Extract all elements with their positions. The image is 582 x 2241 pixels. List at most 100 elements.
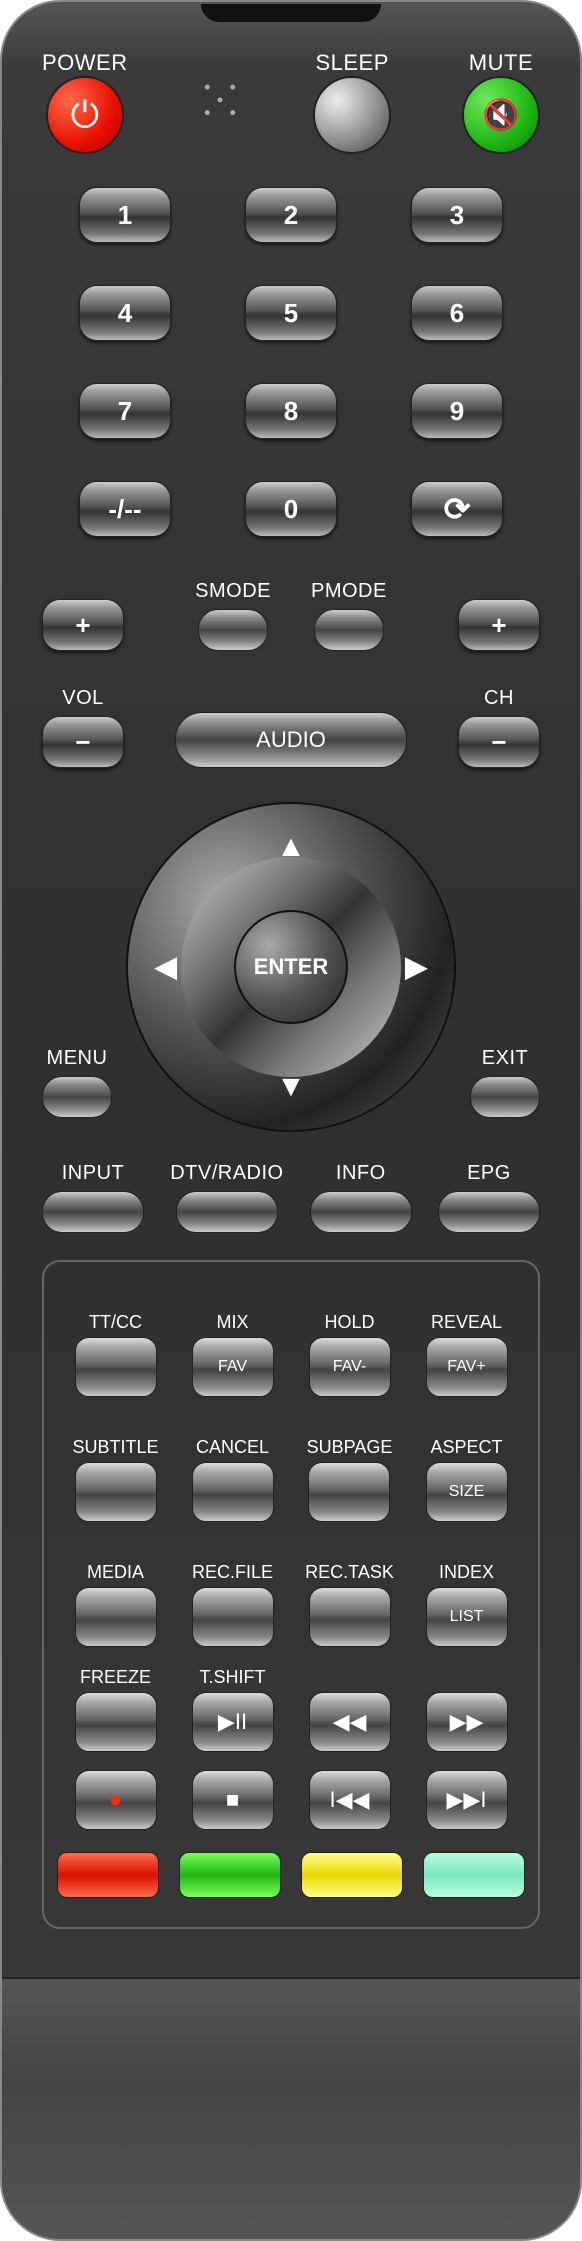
num-2-button[interactable]: 2 [245,187,337,243]
stop-icon: ■ [226,1787,239,1813]
exit-button[interactable] [470,1076,540,1118]
info-label: INFO [336,1162,386,1185]
cancel-button[interactable] [192,1462,274,1522]
return-button[interactable]: ⟳ [411,481,503,537]
num-4-button[interactable]: 4 [79,285,171,341]
fast-forward-button[interactable]: ▶▶ [426,1692,508,1752]
ff-icon: ▶▶ [450,1709,484,1735]
prev-icon: I◀◀ [330,1787,370,1813]
media-label: MEDIA [87,1562,144,1583]
record-button[interactable]: ● [75,1770,157,1830]
number-pad: 1 2 3 4 5 6 7 8 9 -/-- 0 ⟳ [42,187,540,561]
color-row [57,1852,525,1898]
freeze-button[interactable] [75,1692,157,1752]
power-label: POWER [42,50,128,76]
yellow-button[interactable] [301,1852,403,1898]
dash-button[interactable]: -/-- [79,481,171,537]
mute-label: MUTE [469,50,533,76]
index-label: INDEX [439,1562,494,1583]
num-8-button[interactable]: 8 [245,383,337,439]
audio-button[interactable]: AUDIO [175,712,407,768]
rectask-label: REC.TASK [305,1562,394,1583]
hold-label: HOLD [324,1312,374,1333]
input-button[interactable] [42,1191,144,1233]
ch-up-button[interactable]: + [458,599,540,651]
freeze-label: FREEZE [80,1667,151,1688]
mode-row: + SMODE PMODE + [42,580,540,651]
subtitle-button[interactable] [75,1462,157,1522]
recfile-label: REC.FILE [192,1562,273,1583]
num-3-button[interactable]: 3 [411,187,503,243]
function-row: INPUT DTV/RADIO INFO EPG [42,1162,540,1233]
menu-label: MENU [47,1047,108,1070]
arrow-left-button[interactable]: ◀ [154,950,177,985]
pmode-label: PMODE [311,580,387,603]
vol-down-button[interactable]: − [42,716,124,768]
fav-button[interactable]: FAV [192,1337,274,1397]
num-5-button[interactable]: 5 [245,285,337,341]
num-0-button[interactable]: 0 [245,481,337,537]
panel-row-5: ● ■ I◀◀ ▶▶I [57,1760,525,1830]
media-button[interactable] [75,1587,157,1647]
rectask-button[interactable] [309,1587,391,1647]
ch-down-button[interactable]: − [458,716,540,768]
cancel-label: CANCEL [196,1437,269,1458]
play-pause-button[interactable]: ▶II [192,1692,274,1752]
info-button[interactable] [310,1191,412,1233]
size-button[interactable]: SIZE [426,1462,508,1522]
cyan-button[interactable] [423,1852,525,1898]
ttcc-label: TT/CC [89,1312,142,1333]
stop-button[interactable]: ■ [192,1770,274,1830]
record-icon: ● [109,1787,122,1813]
smode-button[interactable] [198,609,268,651]
rewind-button[interactable]: ◀◀ [309,1692,391,1752]
subtitle-label: SUBTITLE [72,1437,158,1458]
vol-label: VOL [62,687,104,710]
vol-ch-row: VOL − AUDIO CH − [42,687,540,768]
mute-icon: 🔇 [482,98,519,133]
num-1-button[interactable]: 1 [79,187,171,243]
arrow-up-button[interactable]: ▲ [276,830,306,864]
fav-text: FAV [218,1358,247,1376]
ttcc-button[interactable] [75,1337,157,1397]
list-button[interactable]: LIST [426,1587,508,1647]
subpage-label: SUBPAGE [307,1437,393,1458]
panel-row-4: FREEZE T.SHIFT ▶II ◀◀ ▶▶ [57,1662,525,1752]
sleep-button[interactable] [313,76,391,154]
dtv-radio-button[interactable] [176,1191,278,1233]
size-text: SIZE [449,1483,485,1501]
next-icon: ▶▶I [447,1787,487,1813]
panel-row-3: MEDIA REC.FILE REC.TASK INDEX LIST [57,1537,525,1647]
fav-plus-text: FAV+ [447,1358,485,1376]
epg-label: EPG [467,1162,511,1185]
tshift-label: T.SHIFT [200,1667,266,1688]
exit-label: EXIT [482,1047,528,1070]
list-text: LIST [450,1608,484,1626]
prev-track-button[interactable]: I◀◀ [309,1770,391,1830]
epg-button[interactable] [438,1191,540,1233]
mute-button[interactable]: 🔇 [462,76,540,154]
subpage-button[interactable] [308,1462,390,1522]
num-7-button[interactable]: 7 [79,383,171,439]
next-track-button[interactable]: ▶▶I [426,1770,508,1830]
aspect-label: ASPECT [430,1437,502,1458]
recfile-button[interactable] [192,1587,274,1647]
vol-up-button[interactable]: + [42,599,124,651]
red-button[interactable] [57,1852,159,1898]
pmode-button[interactable] [314,609,384,651]
fav-plus-button[interactable]: FAV+ [426,1337,508,1397]
reveal-label: REVEAL [431,1312,502,1333]
enter-button[interactable]: ENTER [234,910,348,1024]
ch-label: CH [484,687,514,710]
num-6-button[interactable]: 6 [411,285,503,341]
arrow-right-button[interactable]: ▶ [405,950,428,985]
fav-minus-button[interactable]: FAV- [309,1337,391,1397]
num-9-button[interactable]: 9 [411,383,503,439]
menu-button[interactable] [42,1076,112,1118]
panel-row-2: SUBTITLE CANCEL SUBPAGE ASPECT SIZE [57,1412,525,1522]
menu-exit-row: MENU EXIT [42,1047,540,1118]
green-button[interactable] [179,1852,281,1898]
texture-dots [189,71,251,133]
panel-row-1: TT/CC MIX FAV HOLD FAV- REVEAL FAV+ [57,1287,525,1397]
power-button[interactable]: ⏻ [46,76,124,154]
